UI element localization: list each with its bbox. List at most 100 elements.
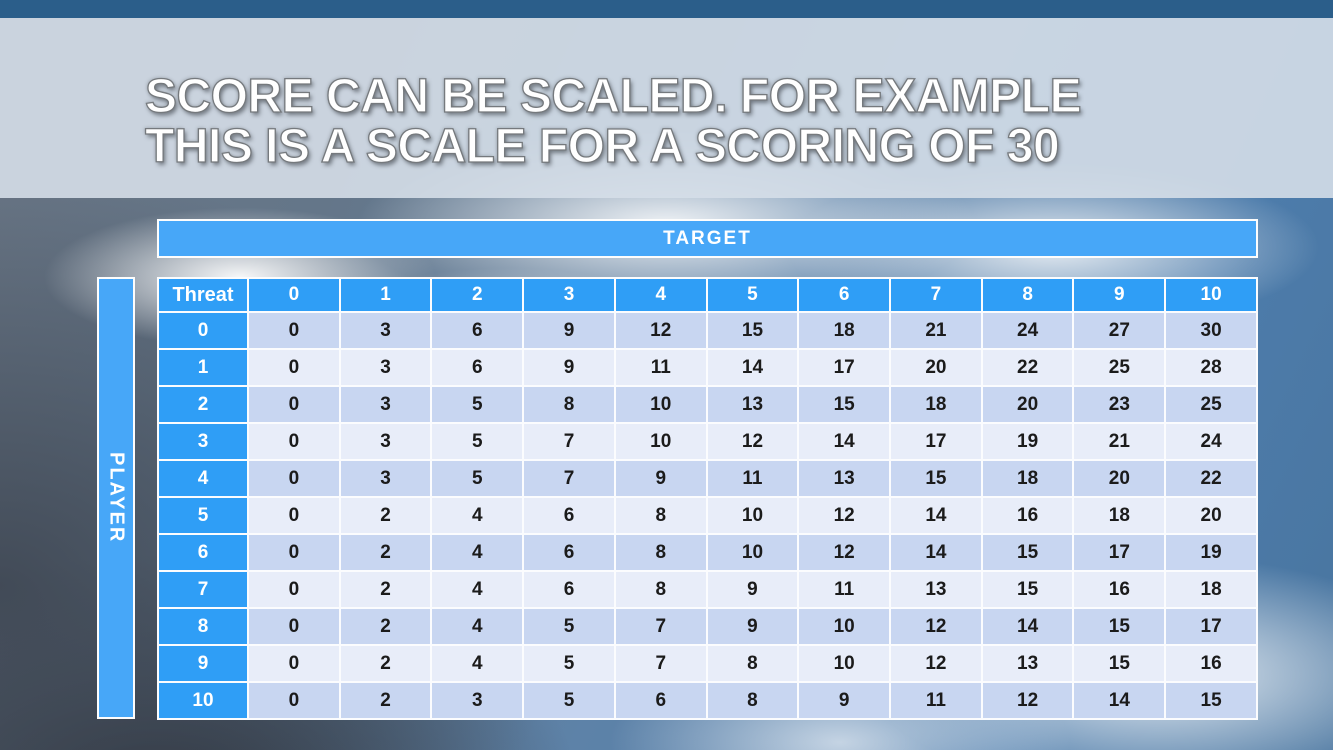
table-row: 9 0 2 4 5 7 8 10 12 13 15 16 xyxy=(157,644,1258,683)
slide-title: SCORE CAN BE SCALED. FOR EXAMPLE THIS IS… xyxy=(144,71,1082,173)
score-cell: 30 xyxy=(1164,311,1258,350)
table-row: 7 0 2 4 6 8 9 11 13 15 16 18 xyxy=(157,570,1258,609)
score-cell: 0 xyxy=(247,570,341,609)
score-cell: 8 xyxy=(613,533,708,572)
table-row: 8 0 2 4 5 7 9 10 12 14 15 17 xyxy=(157,607,1258,646)
score-cell: 8 xyxy=(522,385,616,424)
score-cell: 10 xyxy=(613,422,708,461)
score-cell: 10 xyxy=(797,644,892,683)
score-cell: 0 xyxy=(247,422,341,461)
score-cell: 0 xyxy=(247,607,341,646)
score-cell: 12 xyxy=(705,422,800,461)
score-cell: 15 xyxy=(889,459,983,498)
score-cell: 6 xyxy=(522,496,616,535)
row-header: 8 xyxy=(157,607,249,646)
matrix-body: 0 0 3 6 9 12 15 18 21 24 27 30 1 0 3 6 9 11 14 17 20 22 25 28 2 0… xyxy=(157,311,1258,720)
score-cell: 19 xyxy=(980,422,1075,461)
row-header: 4 xyxy=(157,459,249,498)
score-cell: 15 xyxy=(705,311,800,350)
score-cell: 7 xyxy=(522,459,616,498)
score-cell: 11 xyxy=(889,681,983,720)
score-cell: 13 xyxy=(705,385,800,424)
score-cell: 16 xyxy=(980,496,1075,535)
score-cell: 8 xyxy=(613,570,708,609)
score-cell: 2 xyxy=(338,607,433,646)
score-cell: 12 xyxy=(613,311,708,350)
score-cell: 9 xyxy=(522,311,616,350)
score-cell: 2 xyxy=(338,570,433,609)
score-cell: 3 xyxy=(430,681,525,720)
score-cell: 2 xyxy=(338,533,433,572)
target-axis-label: TARGET xyxy=(663,227,752,249)
score-cell: 11 xyxy=(613,348,708,387)
score-cell: 17 xyxy=(889,422,983,461)
table-row: 6 0 2 4 6 8 10 12 14 15 17 19 xyxy=(157,533,1258,572)
row-header: 9 xyxy=(157,644,249,683)
score-cell: 9 xyxy=(705,607,800,646)
score-cell: 20 xyxy=(889,348,983,387)
row-header: 6 xyxy=(157,533,249,572)
player-axis-label: PLAYER xyxy=(105,452,128,544)
score-cell: 15 xyxy=(1164,681,1258,720)
score-cell: 21 xyxy=(1072,422,1167,461)
score-cell: 16 xyxy=(1164,644,1258,683)
score-cell: 24 xyxy=(980,311,1075,350)
row-header: 2 xyxy=(157,385,249,424)
table-row: 4 0 3 5 7 9 11 13 15 18 20 22 xyxy=(157,459,1258,498)
table-row: 1 0 3 6 9 11 14 17 20 22 25 28 xyxy=(157,348,1258,387)
score-cell: 0 xyxy=(247,496,341,535)
score-cell: 4 xyxy=(430,496,525,535)
score-cell: 10 xyxy=(613,385,708,424)
score-cell: 2 xyxy=(338,496,433,535)
score-cell: 18 xyxy=(1072,496,1167,535)
score-cell: 0 xyxy=(247,348,341,387)
title-line-2: THIS IS A SCALE FOR A SCORING OF 30 xyxy=(144,120,1060,173)
title-band: SCORE CAN BE SCALED. FOR EXAMPLE THIS IS… xyxy=(0,18,1333,198)
score-cell: 14 xyxy=(1072,681,1167,720)
score-cell: 3 xyxy=(338,311,433,350)
score-cell: 17 xyxy=(797,348,892,387)
score-cell: 15 xyxy=(980,533,1075,572)
score-cell: 27 xyxy=(1072,311,1167,350)
score-cell: 0 xyxy=(247,311,341,350)
table-row: 3 0 3 5 7 10 12 14 17 19 21 24 xyxy=(157,422,1258,461)
score-cell: 3 xyxy=(338,348,433,387)
score-cell: 3 xyxy=(338,459,433,498)
score-cell: 3 xyxy=(338,422,433,461)
score-cell: 14 xyxy=(889,533,983,572)
score-cell: 18 xyxy=(889,385,983,424)
score-cell: 21 xyxy=(889,311,983,350)
score-cell: 6 xyxy=(613,681,708,720)
score-cell: 5 xyxy=(430,422,525,461)
score-cell: 23 xyxy=(1072,385,1167,424)
score-matrix-table: Threat 0 1 2 3 4 5 6 7 8 9 10 0 0 3 6 9 12 15 18 21 24 27 30 1… xyxy=(157,277,1258,720)
score-cell: 0 xyxy=(247,533,341,572)
score-cell: 2 xyxy=(338,644,433,683)
score-cell: 14 xyxy=(797,422,892,461)
score-cell: 9 xyxy=(522,348,616,387)
corner-cell: Threat xyxy=(157,277,249,313)
score-cell: 11 xyxy=(797,570,892,609)
score-cell: 13 xyxy=(797,459,892,498)
score-cell: 18 xyxy=(1164,570,1258,609)
score-cell: 12 xyxy=(889,644,983,683)
score-cell: 16 xyxy=(1072,570,1167,609)
column-header: 9 xyxy=(1072,277,1167,313)
score-cell: 12 xyxy=(797,533,892,572)
player-axis-banner: PLAYER xyxy=(97,277,135,719)
score-cell: 8 xyxy=(613,496,708,535)
column-header: 1 xyxy=(338,277,433,313)
column-header: 4 xyxy=(613,277,708,313)
score-cell: 24 xyxy=(1164,422,1258,461)
score-cell: 22 xyxy=(980,348,1075,387)
score-cell: 7 xyxy=(613,644,708,683)
table-row: 5 0 2 4 6 8 10 12 14 16 18 20 xyxy=(157,496,1258,535)
score-cell: 14 xyxy=(889,496,983,535)
score-cell: 0 xyxy=(247,385,341,424)
score-cell: 6 xyxy=(430,311,525,350)
table-row: 2 0 3 5 8 10 13 15 18 20 23 25 xyxy=(157,385,1258,424)
score-cell: 10 xyxy=(705,496,800,535)
row-header: 3 xyxy=(157,422,249,461)
score-cell: 10 xyxy=(705,533,800,572)
